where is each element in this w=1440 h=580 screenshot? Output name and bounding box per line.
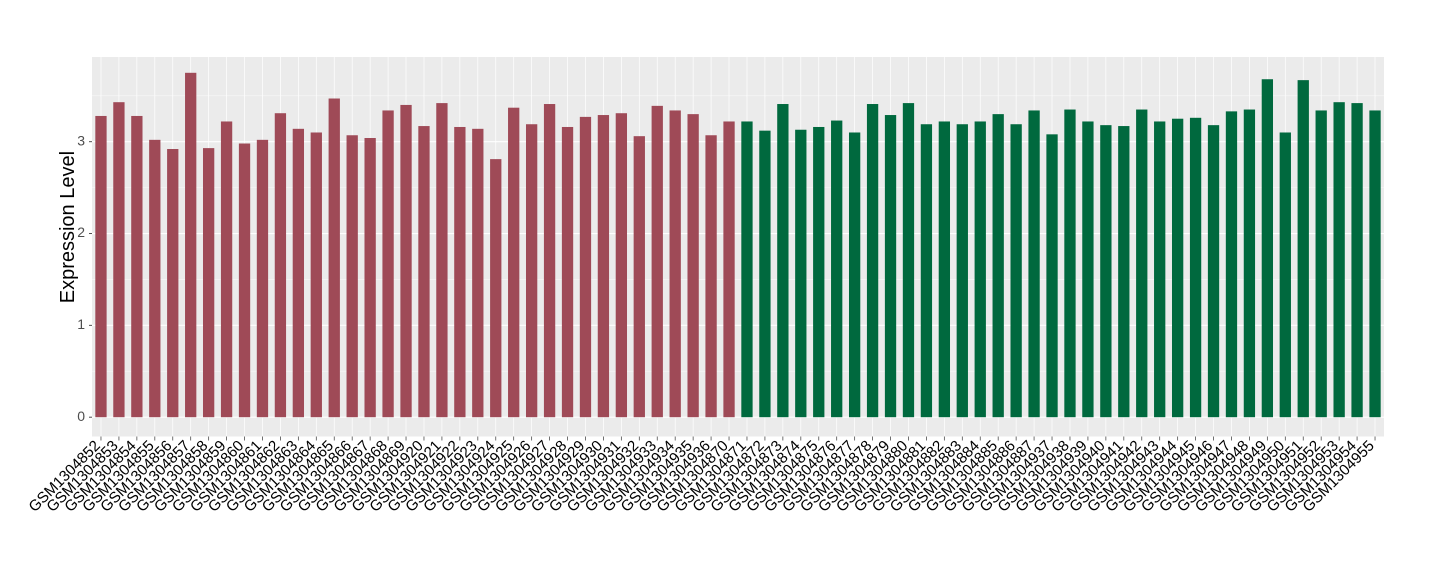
svg-text:Expression Level: Expression Level bbox=[57, 151, 79, 303]
svg-text:0: 0 bbox=[77, 408, 85, 424]
svg-text:1: 1 bbox=[77, 316, 85, 332]
svg-text:3: 3 bbox=[77, 132, 85, 148]
